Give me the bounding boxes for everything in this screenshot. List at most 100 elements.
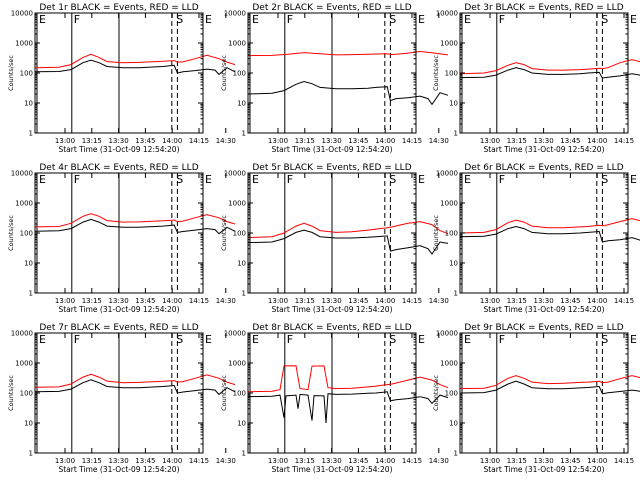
event-marker-label: S — [601, 13, 608, 26]
y-tick-label: 100 — [445, 390, 458, 398]
events-rate-line — [459, 67, 640, 79]
x-tick-label: 14:00 — [375, 137, 395, 145]
x-tick-label: 13:00 — [268, 457, 288, 465]
x-tick-label: 13:00 — [55, 457, 75, 465]
y-tick-label: 100 — [233, 230, 246, 238]
y-tick-label: 1 — [454, 130, 458, 138]
y-axis-label: Counts/sec — [220, 375, 228, 411]
x-tick-label: 14:00 — [587, 137, 607, 145]
lld-rate-line — [247, 50, 449, 57]
x-tick-label: 13:30 — [109, 457, 129, 465]
x-tick-label: 13:00 — [268, 297, 288, 305]
event-marker-label: F — [74, 333, 80, 346]
y-tick-label: 100 — [20, 70, 33, 78]
event-marker-label: E — [464, 333, 471, 346]
events-rate-line — [34, 379, 236, 396]
x-tick-label: 13:15 — [507, 137, 527, 145]
y-tick-label: 10000 — [224, 10, 246, 18]
y-tick-label: 1000 — [440, 200, 458, 208]
events-rate-line — [34, 218, 236, 235]
x-tick-label: 14:15 — [189, 297, 209, 305]
x-axis-label: Start Time (31-Oct-09 12:54:20) — [271, 465, 392, 474]
y-axis-label: Counts/sec — [432, 215, 440, 251]
x-tick-label: 14:15 — [402, 457, 422, 465]
x-tick-label: 14:15 — [189, 457, 209, 465]
x-tick-label: 13:45 — [348, 137, 368, 145]
event-marker-label: E — [39, 13, 46, 26]
x-tick-label: 14:00 — [162, 457, 182, 465]
y-tick-label: 10000 — [11, 10, 33, 18]
x-axis-label: Start Time (31-Oct-09 12:54:20) — [483, 465, 604, 474]
y-tick-label: 1 — [29, 130, 33, 138]
y-tick-label: 10000 — [436, 10, 458, 18]
y-tick-label: 100 — [20, 230, 33, 238]
event-marker-label: E — [418, 13, 425, 26]
y-tick-label: 10 — [449, 100, 458, 108]
y-tick-label: 1 — [454, 450, 458, 458]
event-marker-label: F — [74, 173, 80, 186]
x-tick-label: 14:30 — [216, 457, 236, 465]
event-marker-label: S — [176, 173, 183, 186]
x-tick-label: 14:30 — [216, 297, 236, 305]
lld-rate-line — [34, 53, 236, 69]
event-marker-label: F — [287, 333, 293, 346]
x-tick-label: 14:00 — [375, 297, 395, 305]
lld-rate-line — [34, 373, 236, 388]
x-tick-label: 13:30 — [534, 137, 554, 145]
x-tick-label: 14:15 — [614, 457, 634, 465]
y-tick-label: 1 — [29, 450, 33, 458]
panel-title: Det 1r BLACK = Events, RED = LLD — [39, 3, 198, 13]
x-tick-label: 13:00 — [268, 137, 288, 145]
y-tick-label: 1000 — [440, 40, 458, 48]
x-tick-label: 13:30 — [109, 297, 129, 305]
y-tick-label: 10000 — [436, 330, 458, 338]
panel-title: Det 7r BLACK = Events, RED = LLD — [39, 323, 198, 333]
x-tick-label: 14:15 — [614, 297, 634, 305]
x-tick-label: 13:00 — [480, 457, 500, 465]
x-tick-label: 14:30 — [429, 457, 449, 465]
event-marker-label: E — [630, 13, 637, 26]
y-tick-label: 100 — [233, 390, 246, 398]
x-tick-label: 14:00 — [375, 457, 395, 465]
event-marker-label: E — [464, 173, 471, 186]
x-tick-label: 14:30 — [216, 137, 236, 145]
y-tick-label: 10 — [24, 260, 33, 268]
y-tick-label: 1000 — [228, 360, 246, 368]
event-marker-label: E — [39, 173, 46, 186]
event-marker-label: E — [418, 173, 425, 186]
y-tick-label: 100 — [445, 70, 458, 78]
events-rate-line — [247, 229, 449, 255]
x-axis-label: Start Time (31-Oct-09 12:54:20) — [58, 145, 179, 154]
x-tick-label: 14:00 — [587, 297, 607, 305]
y-tick-label: 100 — [20, 390, 33, 398]
y-tick-label: 1000 — [228, 40, 246, 48]
x-tick-label: 13:45 — [560, 297, 580, 305]
y-tick-label: 1 — [242, 130, 246, 138]
y-tick-label: 1000 — [228, 200, 246, 208]
panel-title: Det 2r BLACK = Events, RED = LLD — [252, 3, 411, 13]
x-tick-label: 13:45 — [560, 457, 580, 465]
events-rate-line — [247, 80, 449, 106]
y-axis-label: Counts/sec — [7, 375, 15, 411]
event-marker-label: F — [499, 173, 505, 186]
event-marker-label: E — [39, 333, 46, 346]
events-rate-line — [34, 59, 236, 76]
x-tick-label: 13:45 — [135, 137, 155, 145]
y-tick-label: 1000 — [15, 40, 33, 48]
event-marker-label: S — [176, 333, 183, 346]
x-tick-label: 13:45 — [135, 297, 155, 305]
x-tick-label: 13:15 — [507, 297, 527, 305]
event-marker-label: S — [601, 333, 608, 346]
y-axis-label: Counts/sec — [7, 55, 15, 91]
y-tick-label: 10000 — [11, 330, 33, 338]
panel-title: Det 6r BLACK = Events, RED = LLD — [464, 163, 623, 173]
x-axis-label: Start Time (31-Oct-09 12:54:20) — [271, 305, 392, 314]
y-axis-label: Counts/sec — [7, 215, 15, 251]
x-tick-label: 13:00 — [55, 297, 75, 305]
